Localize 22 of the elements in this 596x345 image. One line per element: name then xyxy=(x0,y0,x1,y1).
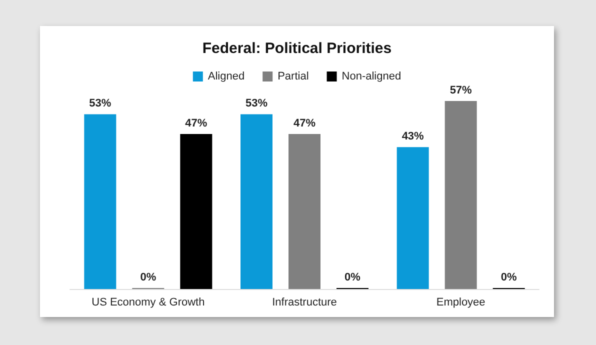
bar xyxy=(396,147,429,289)
legend-label: Non-aligned xyxy=(342,70,402,82)
x-tick-label: Infrastructure xyxy=(272,296,337,308)
bar xyxy=(288,134,320,289)
bar xyxy=(444,101,477,289)
data-label: 0% xyxy=(500,272,517,284)
data-label: 47% xyxy=(293,117,316,130)
data-label: 53% xyxy=(245,98,268,110)
data-label: 0% xyxy=(140,272,156,284)
chart-title: Federal: Political Priorities xyxy=(202,40,392,57)
data-label: 47% xyxy=(185,117,208,130)
bar xyxy=(84,114,116,289)
data-label: 53% xyxy=(89,98,112,110)
legend-label: Aligned xyxy=(208,70,245,82)
x-tick-label: US Economy & Growth xyxy=(92,296,205,308)
data-label: 0% xyxy=(344,272,361,284)
data-label: 57% xyxy=(450,84,472,96)
bar xyxy=(240,114,272,289)
data-label: 43% xyxy=(402,130,424,143)
bar xyxy=(180,134,212,289)
legend-label: Partial xyxy=(278,70,309,82)
x-tick-label: Employee xyxy=(436,296,486,308)
